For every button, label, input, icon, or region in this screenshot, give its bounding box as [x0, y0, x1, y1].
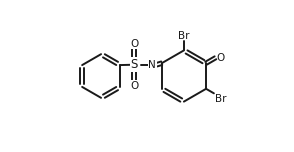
Text: Br: Br	[215, 94, 226, 104]
Text: S: S	[131, 58, 138, 71]
Text: Br: Br	[178, 31, 190, 41]
Text: O: O	[130, 81, 138, 91]
Text: O: O	[130, 39, 138, 49]
Text: O: O	[216, 53, 224, 63]
Text: N: N	[148, 60, 156, 70]
